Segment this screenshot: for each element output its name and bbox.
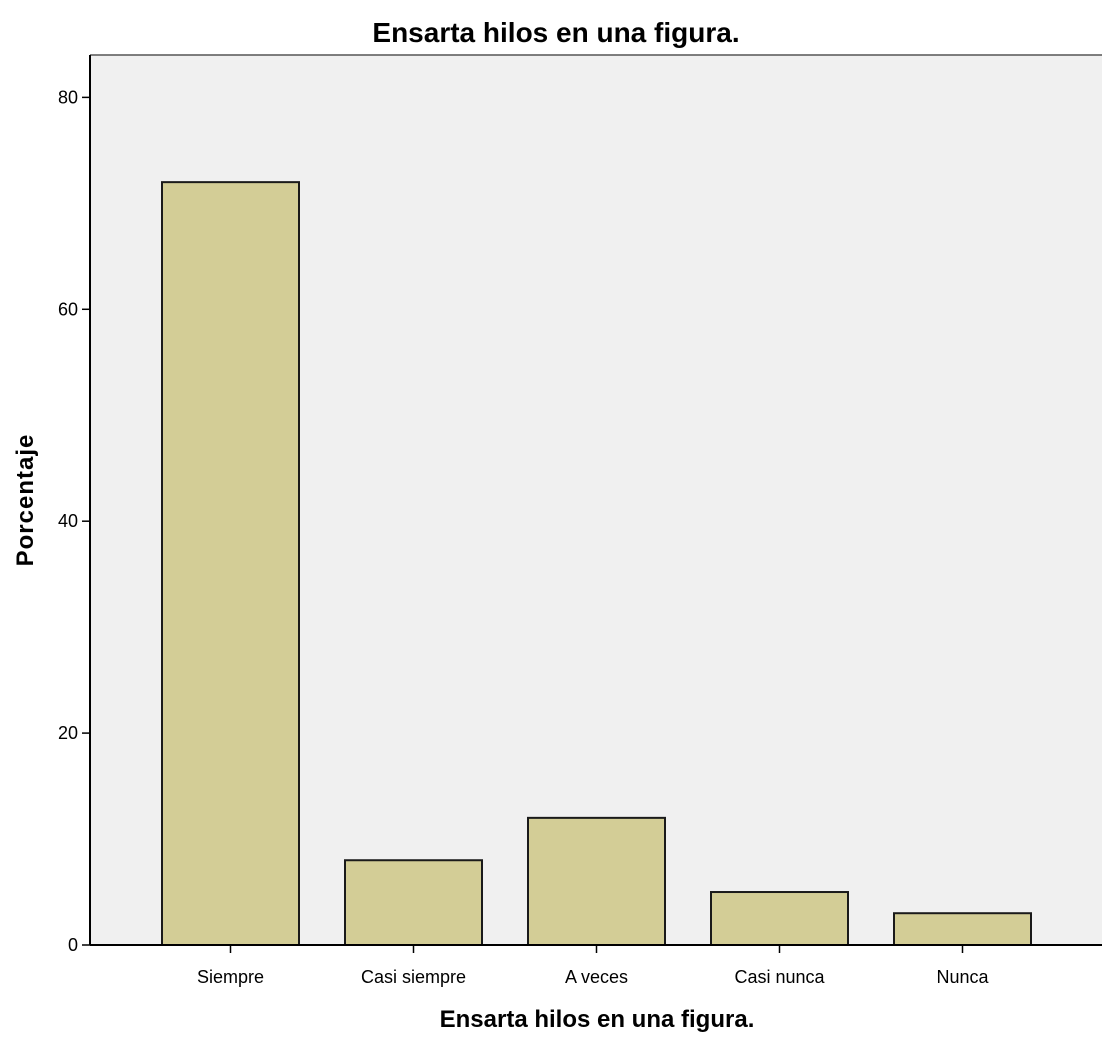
bars (161, 181, 1032, 947)
x-tick-label: Casi siempre (361, 967, 466, 987)
x-tick-label: A veces (565, 967, 628, 987)
x-axis-ticks: Siempre Casi siempre A veces Casi nunca Nunc… (197, 945, 990, 987)
bar-casi-siempre (344, 859, 483, 946)
y-axis-ticks: 0 20 40 60 80 (58, 87, 90, 955)
bar-nunca (893, 912, 1032, 947)
y-tick-label: 0 (68, 935, 78, 955)
x-tick-label: Nunca (936, 967, 989, 987)
bar-siempre (161, 181, 300, 946)
y-tick-label: 20 (58, 723, 78, 743)
bar-casi-nunca (710, 891, 849, 946)
x-tick-label: Casi nunca (734, 967, 825, 987)
chart-title: Ensarta hilos en una figura. (372, 17, 739, 48)
y-tick-label: 40 (58, 511, 78, 531)
x-axis-label: Ensarta hilos en una figura. (440, 1006, 755, 1033)
y-tick-label: 60 (58, 299, 78, 319)
y-tick-label: 80 (58, 87, 78, 107)
y-axis-label: Porcentaje (12, 434, 39, 567)
bar-a-veces (527, 816, 666, 946)
x-tick-label: Siempre (197, 967, 264, 987)
